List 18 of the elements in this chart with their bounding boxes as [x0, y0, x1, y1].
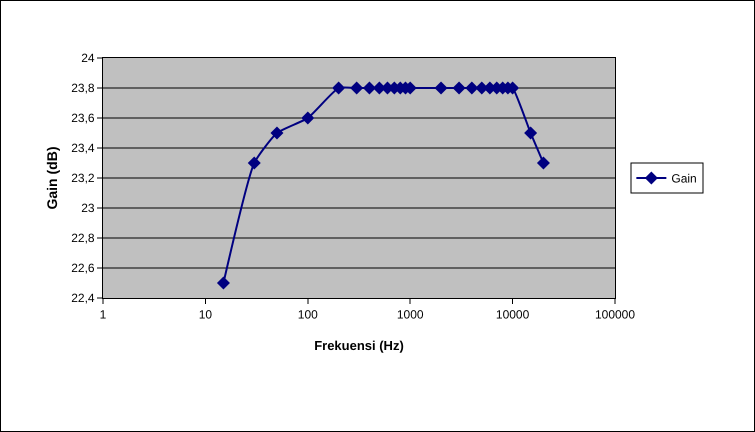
y-tick-label: 23,6: [71, 111, 95, 126]
x-tick-label: 10: [198, 307, 212, 322]
x-tick-label: 100: [298, 307, 318, 322]
y-axis-title: Gain (dB): [44, 146, 60, 210]
x-tick-label: 1: [100, 307, 107, 322]
y-tick-label: 23,4: [71, 141, 95, 156]
y-tick-label: 22,4: [71, 291, 95, 306]
y-tick-label: 23,8: [71, 81, 95, 96]
x-tick-label: 10000: [496, 307, 530, 322]
y-tick-label: 22,6: [71, 261, 95, 276]
y-tick-label: 24: [81, 51, 95, 66]
x-axis-title: Frekuensi (Hz): [314, 338, 404, 353]
y-tick-label: 23: [81, 201, 95, 216]
x-tick-label: 1000: [396, 307, 424, 322]
x-tick-label: 100000: [594, 307, 636, 322]
y-tick-label: 23,2: [71, 171, 95, 186]
legend-label: Gain: [671, 172, 697, 186]
y-tick-label: 22,8: [71, 231, 95, 246]
